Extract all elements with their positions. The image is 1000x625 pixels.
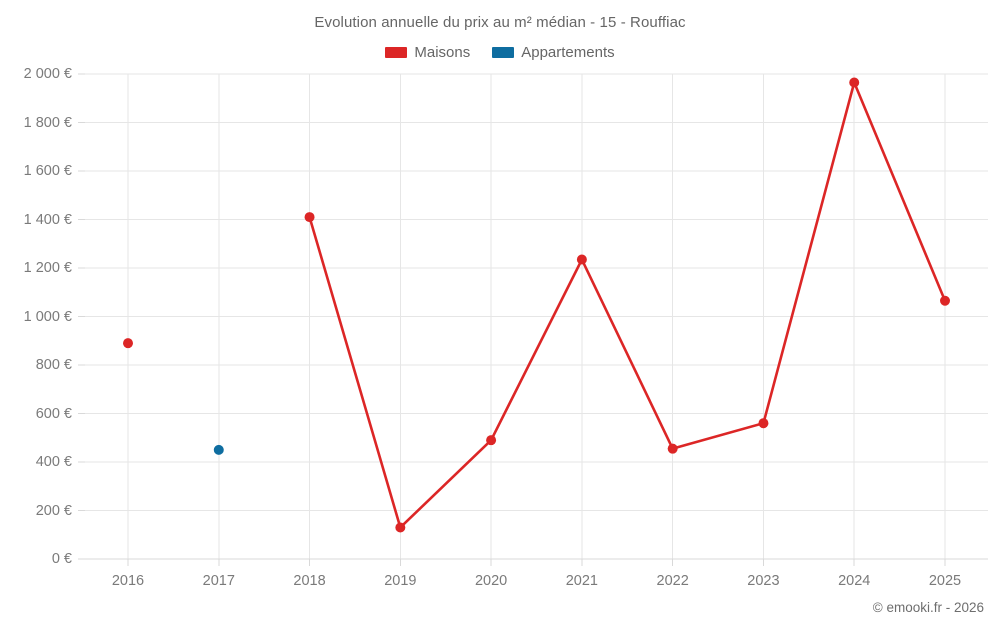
y-tick-label: 1 800 € (23, 114, 72, 131)
y-tick-label: 400 € (35, 454, 72, 470)
x-tick-label: 2024 (838, 573, 871, 589)
series-line-maisons (399, 438, 493, 529)
legend-item-maisons[interactable]: Maisons (385, 44, 470, 61)
x-tick-label: 2018 (293, 573, 326, 589)
y-tick-label: 1 400 € (23, 211, 72, 228)
x-tick-label: 2019 (384, 573, 417, 589)
data-point-maisons[interactable] (486, 435, 497, 446)
x-tick-label: 2021 (565, 573, 599, 589)
data-point-appartements[interactable] (213, 444, 224, 455)
data-point-maisons[interactable] (395, 522, 406, 533)
series-line-maisons (762, 81, 856, 425)
gridlines (85, 73, 988, 559)
data-point-maisons[interactable] (576, 254, 587, 265)
y-tick-label: 1 600 € (23, 163, 72, 179)
data-point-maisons[interactable] (758, 418, 769, 429)
x-tick-label: 2025 (928, 573, 962, 589)
data-point-maisons[interactable] (849, 77, 860, 88)
series-line-maisons (489, 258, 584, 442)
chart-credit: © emooki.fr - 2026 (872, 600, 984, 615)
chart-legend: Maisons Appartements (0, 44, 1000, 61)
legend-swatch-maisons (385, 47, 408, 58)
data-point-maisons[interactable] (940, 295, 950, 306)
y-tick-label: 800 € (35, 357, 72, 373)
chart-title: Evolution annuelle du prix au m² médian … (314, 14, 686, 31)
axis-lines (78, 73, 988, 566)
data-point-maisons[interactable] (123, 338, 133, 349)
x-tick-label: 2016 (111, 573, 145, 589)
y-tick-label: 1 000 € (23, 308, 72, 325)
legend-swatch-appartements (492, 47, 515, 58)
y-tick-label: 1 200 € (23, 260, 72, 276)
series-line-maisons (852, 81, 947, 303)
y-tick-label: 200 € (35, 502, 72, 519)
legend-item-appartements[interactable]: Appartements (492, 44, 615, 61)
series-line-maisons (580, 258, 674, 450)
series-line-maisons (671, 421, 765, 450)
x-tick-label: 2017 (202, 573, 235, 589)
data-point-maisons[interactable] (667, 443, 678, 454)
data-point-maisons[interactable] (304, 212, 315, 223)
legend-label-appartements: Appartements (521, 44, 615, 61)
y-tick-label: 2 000 € (23, 66, 72, 82)
x-tick-label: 2020 (474, 573, 508, 589)
y-tick-label: 600 € (35, 405, 72, 422)
y-tick-label: 0 € (51, 551, 72, 567)
x-tick-label: 2022 (656, 573, 689, 589)
series-line-maisons (308, 215, 402, 529)
x-tick-label: 2023 (747, 573, 780, 589)
legend-label-maisons: Maisons (414, 44, 471, 61)
data-series (123, 77, 950, 533)
